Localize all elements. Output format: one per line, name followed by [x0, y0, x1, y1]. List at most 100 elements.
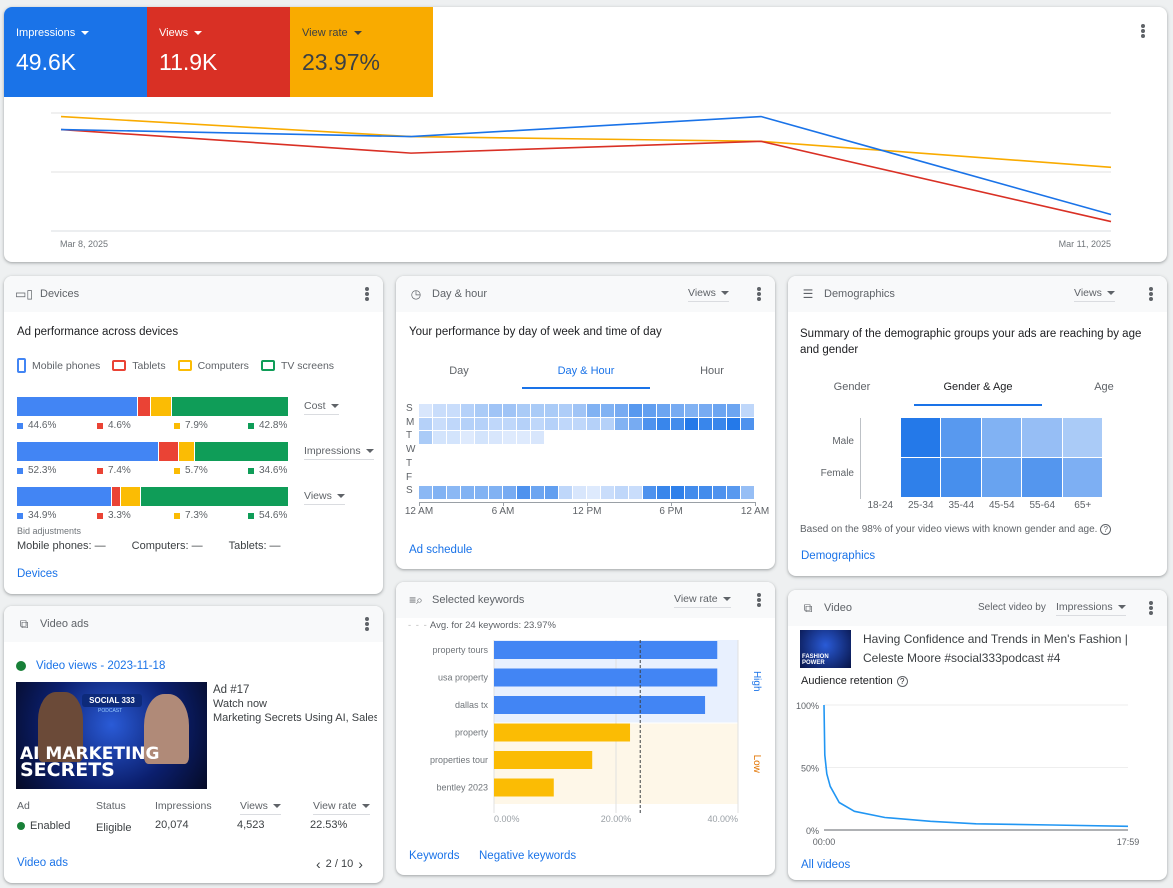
ad-thumbnail[interactable]: SOCIAL 333 PODCAST AI MARKETING SECRETS [16, 682, 207, 789]
enabled-dot-icon [17, 822, 25, 830]
heatmap-cell [615, 486, 628, 499]
tab-hour[interactable]: Hour [700, 365, 724, 377]
video-ads-link[interactable]: Video ads [17, 857, 68, 869]
video-thumbnail[interactable]: FASHION POWER [800, 630, 851, 668]
more-options-button[interactable] [1149, 601, 1153, 615]
tab-day-hour[interactable]: Day & Hour [522, 365, 650, 389]
select-video-dropdown[interactable]: Impressions [1056, 601, 1126, 616]
note-text: Based on the 98% of your video views wit… [800, 524, 1098, 535]
average-legend: - - - Avg. for 24 keywords: 23.97% [408, 620, 556, 631]
bar-segment-tv-screens [172, 397, 289, 416]
col-views-dropdown[interactable]: Views [240, 800, 281, 815]
y-tick-label: 0% [806, 826, 819, 836]
tick [419, 501, 420, 506]
card-title: Video [824, 602, 852, 614]
help-icon[interactable]: ? [896, 675, 908, 687]
ad-cta: Watch now [213, 698, 268, 710]
metric-dropdown[interactable]: Views [304, 490, 345, 505]
metric-dropdown[interactable]: Views [688, 287, 729, 302]
heatmap-cell [1062, 458, 1102, 497]
row-label: Female [820, 468, 854, 479]
heatmap-cell [531, 486, 544, 499]
tab-gender[interactable]: Gender [833, 381, 871, 393]
status-value: Eligible [96, 822, 132, 834]
category-label: usa property [438, 673, 489, 683]
ad-schedule-link[interactable]: Ad schedule [409, 544, 473, 556]
metric-view-rate[interactable]: View rate 23.97% [290, 7, 433, 97]
value-text: 7.3% [185, 510, 208, 521]
metric-dropdown[interactable]: Impressions [304, 445, 374, 460]
video-title[interactable]: Having Confidence and Trends in Men's Fa… [863, 632, 1128, 665]
card-title: Selected keywords [432, 594, 525, 606]
brand-sub: PODCAST [98, 708, 123, 714]
legend-item: Tablets [112, 358, 166, 373]
metric-impressions[interactable]: Impressions 49.6K [4, 7, 147, 97]
bar-segment-mobile-phones [17, 487, 112, 506]
campaign-link[interactable]: Video views - 2023-11-18 [36, 660, 166, 672]
bar-value: 52.3% [17, 465, 56, 476]
thumbnail-title: AI MARKETING SECRETS [20, 746, 159, 780]
status-dot-icon [16, 661, 26, 671]
y-tick-label: 100% [796, 701, 819, 711]
devices-icon: ▭▯ [15, 287, 33, 301]
ad-status: Enabled [17, 820, 70, 832]
tab-day[interactable]: Day [449, 365, 469, 377]
bar [494, 641, 718, 659]
bid-adjustments: Mobile phones: — Computers: — Tablets: — [17, 540, 281, 552]
x-tick-label: 12 AM [404, 505, 434, 517]
metric-views[interactable]: Views 11.9K [147, 7, 290, 97]
series-line-view-rate [60, 115, 1112, 169]
more-options-button[interactable] [1141, 24, 1145, 38]
guest-figure [144, 694, 189, 764]
legend-swatch [97, 422, 103, 429]
ad-details: Ad #17 Watch now Marketing Secrets Using… [213, 683, 377, 725]
summary-line-chart [51, 112, 1112, 232]
all-videos-link[interactable]: All videos [801, 859, 851, 871]
col-view-rate-dropdown[interactable]: View rate [313, 800, 370, 815]
heatmap-cell [489, 486, 502, 499]
prev-page-button[interactable]: ‹ [316, 856, 321, 872]
more-options-button[interactable] [1149, 287, 1153, 301]
more-options-button[interactable] [757, 593, 761, 607]
next-page-button[interactable]: › [358, 856, 363, 872]
x-tick-label: 40.00% [707, 814, 738, 824]
more-options-button[interactable] [365, 287, 369, 301]
metric-dropdown[interactable]: Views [1074, 287, 1115, 302]
heatmap-cell [727, 417, 740, 431]
heatmap-cell [461, 431, 474, 445]
col-status: Status [96, 800, 126, 812]
more-options-button[interactable] [757, 287, 761, 301]
heatmap-cell [1062, 418, 1102, 457]
category-label: property [455, 728, 489, 738]
demographics-link[interactable]: Demographics [801, 550, 876, 562]
heatmap-cell [699, 417, 712, 431]
select-video-label: Select video by [978, 602, 1046, 613]
video-card: ⧉ Video Select video by Impressions FASHI… [788, 590, 1167, 880]
column-label: 25-34 [907, 500, 934, 511]
metric-label: Views [159, 27, 278, 39]
tab-gender-age[interactable]: Gender & Age [914, 381, 1042, 406]
devices-card: ▭▯ Devices Ad performance across devices … [4, 276, 383, 594]
negative-keywords-link[interactable]: Negative keywords [479, 850, 577, 862]
tab-age[interactable]: Age [1094, 381, 1114, 393]
host-figure [38, 692, 83, 762]
tick [587, 501, 588, 506]
heatmap-cell [643, 486, 656, 499]
heatmap-cell [981, 458, 1021, 497]
keywords-card: ≡⌕ Selected keywords View rate - - - Avg.… [396, 582, 775, 875]
keywords-link[interactable]: Keywords [409, 850, 460, 862]
value-text: 34.6% [259, 465, 288, 476]
more-options-button[interactable] [365, 617, 369, 631]
pager: ‹ 2 / 10 › [316, 856, 363, 872]
heatmap-cell [503, 417, 516, 431]
tv-icon [260, 360, 275, 371]
metric-dropdown[interactable]: View rate [674, 593, 731, 608]
bar-value: 5.7% [174, 465, 208, 476]
value-text: 5.7% [185, 465, 208, 476]
devices-link[interactable]: Devices [17, 568, 58, 580]
help-icon[interactable]: ? [1100, 524, 1112, 535]
heatmap-cell [573, 486, 586, 499]
metric-dropdown[interactable]: Cost [304, 400, 339, 415]
audience-retention-heading: Audience retention? [801, 675, 908, 687]
bar-segment-mobile-phones [17, 397, 139, 416]
